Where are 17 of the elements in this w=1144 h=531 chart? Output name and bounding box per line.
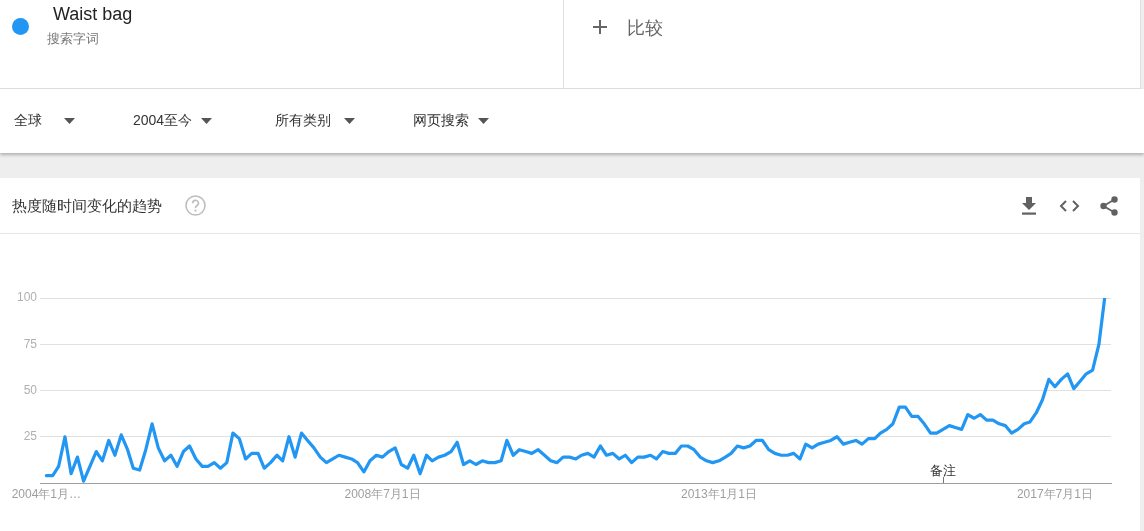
annotation: 备注 bbox=[930, 463, 956, 483]
x-tick-label: 2004年1月… bbox=[11, 486, 82, 501]
text: 2004至今 bbox=[133, 112, 193, 130]
y-tick-label: 50 bbox=[23, 382, 38, 397]
text: 网页搜索 bbox=[413, 112, 469, 130]
y-tick-label: 100 bbox=[16, 290, 38, 305]
text: 比较 bbox=[627, 17, 663, 40]
legend-label: Waist bag bbox=[53, 4, 133, 25]
x-tick-label: 2013年1月1日 bbox=[680, 486, 758, 501]
text: 搜索字词 bbox=[47, 30, 99, 48]
y-tick-label: 75 bbox=[23, 336, 38, 351]
text: 所有类别 bbox=[275, 112, 331, 130]
x-tick-label: 2008年7月1日 bbox=[344, 486, 421, 501]
y-tick-label: 25 bbox=[23, 429, 38, 444]
text: 全球 bbox=[14, 112, 42, 130]
x-tick-label: 2017年7月1日 bbox=[1016, 486, 1093, 501]
chart-title: 热度随时间变化的趋势 bbox=[12, 197, 162, 216]
